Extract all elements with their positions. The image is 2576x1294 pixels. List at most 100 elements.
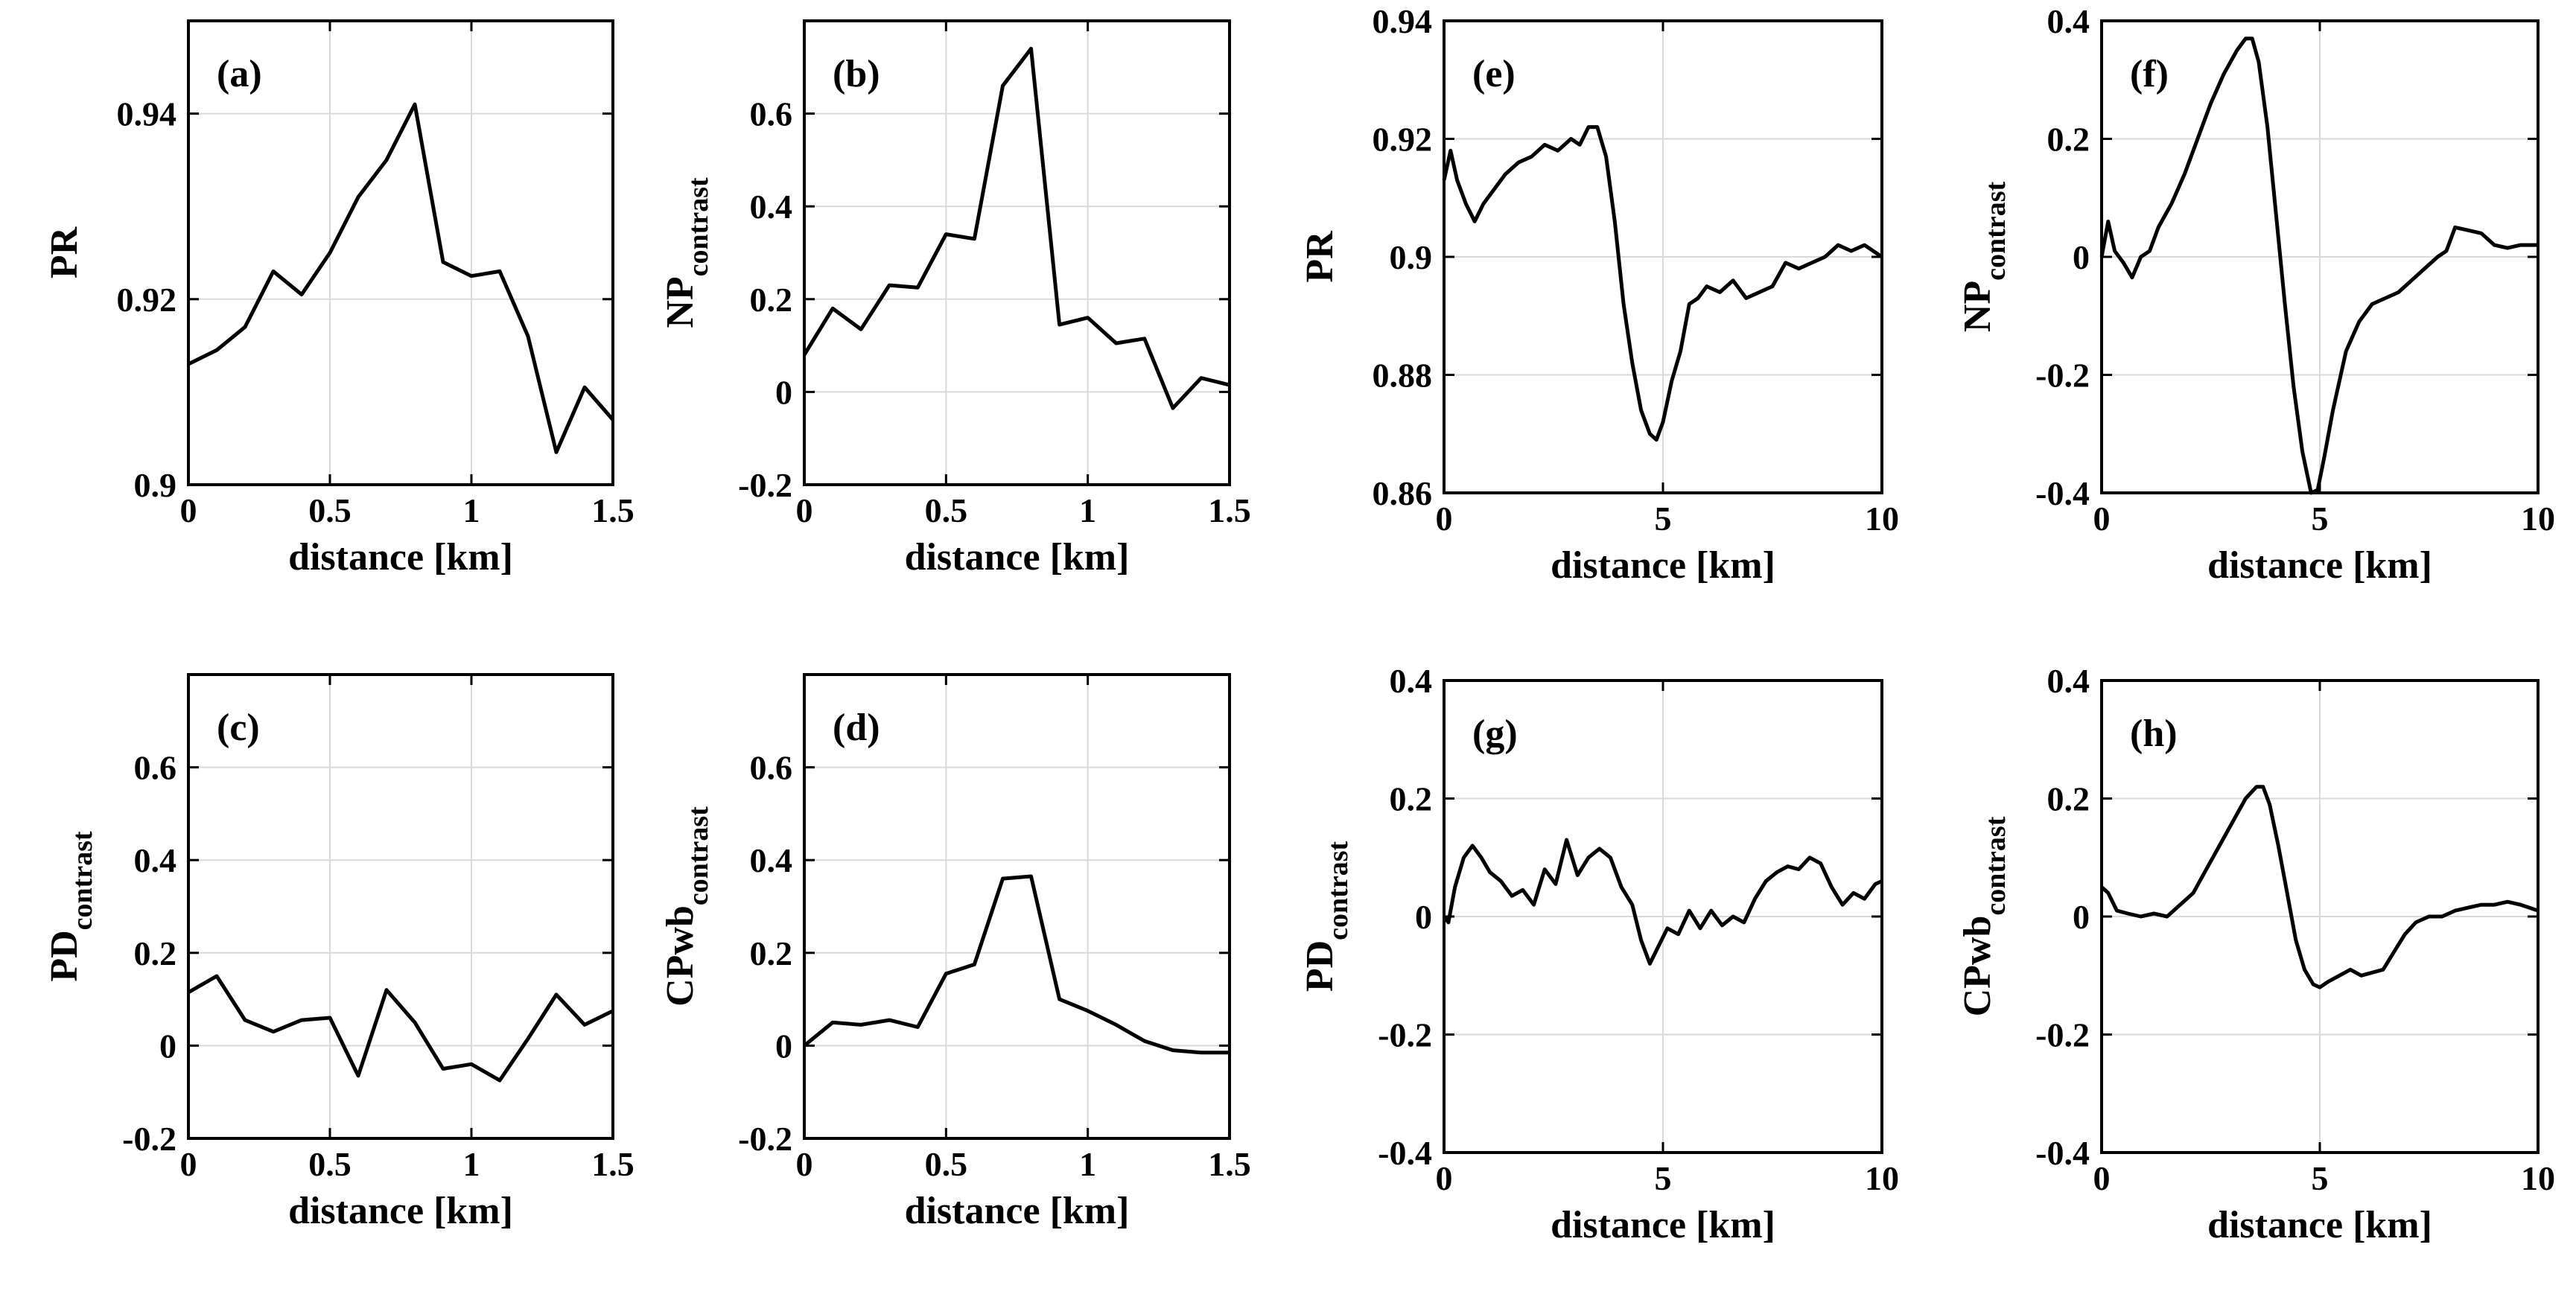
y-tick-label: 0.4 (1390, 662, 1433, 700)
x-tick-label: 5 (1655, 1159, 1672, 1197)
y-axis-title-main: NP (659, 276, 702, 328)
x-tick-label: 1.5 (591, 491, 635, 529)
y-axis-title-main: NP (1956, 281, 1999, 332)
y-tick-label: 0 (2073, 898, 2090, 936)
y-axis-title: PDcontrast (1299, 841, 1354, 992)
y-axis-title: CPwbcontrast (1956, 816, 2011, 1016)
x-axis-title: distance [km] (1551, 544, 1775, 587)
x-tick-label: 1 (1079, 1145, 1096, 1183)
series-line-f (2099, 36, 2538, 495)
y-axis-title: PDcontrast (43, 831, 98, 982)
x-tick-label: 0.5 (308, 1145, 352, 1183)
panel-tag: (b) (833, 53, 880, 95)
x-tick-label: 1.5 (1208, 1145, 1251, 1183)
y-tick-label: 0.92 (117, 281, 177, 319)
y-axis-title-main: PR (1299, 230, 1341, 283)
y-axis-title: CPwbcontrast (659, 806, 714, 1007)
y-tick-label: 0.9 (1390, 238, 1433, 276)
panel-tag: (e) (1472, 53, 1516, 95)
axes-frame (803, 19, 1231, 486)
panel-tag: (h) (2130, 713, 2178, 755)
x-tick-label: 0.5 (308, 491, 352, 529)
x-tick-label: 1 (463, 491, 480, 529)
x-axis-title: distance [km] (905, 1190, 1130, 1232)
x-tick-label: 0 (796, 491, 813, 529)
y-tick-label: 0.2 (2047, 780, 2090, 818)
y-tick-label: 0.4 (2047, 2, 2090, 40)
x-tick-label: 0 (180, 1145, 197, 1183)
axes-frame (187, 19, 614, 486)
x-tick-label: 1 (463, 1145, 480, 1183)
axes-frame (803, 673, 1231, 1140)
y-tick-label: 0.2 (134, 934, 177, 972)
y-axis-title-subscript: contrast (1980, 816, 2011, 915)
y-axis-title: PR (43, 226, 86, 278)
x-tick-label: 0.5 (925, 1145, 968, 1183)
x-axis-title: distance [km] (2207, 1204, 2432, 1246)
y-tick-label: -0.2 (1378, 1016, 1432, 1054)
y-tick-label: 0 (159, 1027, 176, 1065)
y-axis-title-main: CPwb (659, 905, 702, 1007)
y-axis-title-main: CPwb (1956, 916, 1999, 1017)
x-tick-label: 1.5 (1208, 491, 1251, 529)
y-tick-label: 0.4 (134, 841, 177, 879)
panel-tag: (g) (1472, 713, 1518, 755)
panel-a: 0 0.5 1 1.5 0.9 0.92 0.94 distance [km] PR (a) (43, 19, 635, 579)
series-line-g (1442, 838, 1883, 966)
x-tick-label: 0 (180, 491, 197, 529)
x-tick-label: 1 (1079, 491, 1096, 529)
y-axis-title-subscript: contrast (1323, 841, 1354, 940)
y-tick-label: 0.6 (750, 95, 793, 133)
y-tick-label: 0.2 (2047, 121, 2090, 159)
y-tick-label: 0.4 (2047, 662, 2090, 700)
x-tick-label: 0 (1436, 500, 1453, 538)
y-axis-title: PR (1299, 230, 1341, 283)
axes-frame (187, 673, 614, 1140)
y-tick-label: -0.4 (1378, 1134, 1432, 1172)
y-tick-label: -0.2 (2035, 357, 2090, 395)
x-tick-label: 10 (2521, 500, 2555, 538)
x-tick-label: 10 (1865, 1159, 1899, 1197)
panel-tag: (f) (2130, 53, 2169, 95)
x-tick-label: 0 (796, 1145, 813, 1183)
panel-tag: (a) (217, 53, 262, 95)
x-tick-label: 0.5 (925, 491, 968, 529)
y-axis-title-subscript: contrast (67, 831, 98, 930)
y-tick-label: 0.94 (117, 95, 177, 133)
panel-g: 0 5 10 -0.4 -0.2 0 0.2 0.4 distance [km] PDcontra… (1299, 662, 1899, 1246)
series-line-c (187, 974, 614, 1083)
y-axis-title-main: PD (1299, 940, 1341, 992)
x-axis-title: distance [km] (1551, 1204, 1775, 1246)
y-axis-title-subscript: contrast (683, 177, 714, 276)
x-tick-label: 0 (2093, 1159, 2111, 1197)
y-tick-label: 0 (775, 1027, 792, 1065)
y-tick-label: -0.2 (122, 1120, 176, 1158)
x-tick-label: 1.5 (591, 1145, 635, 1183)
y-tick-label: 0 (2073, 238, 2090, 276)
y-tick-label: 0.88 (1373, 357, 1433, 395)
y-tick-label: 0.86 (1373, 474, 1433, 512)
series-line-h (2100, 785, 2539, 989)
series-line-d (803, 874, 1230, 1055)
y-tick-label: -0.2 (738, 1120, 792, 1158)
y-tick-label: 0 (775, 373, 792, 411)
y-tick-label: 0.92 (1373, 121, 1433, 159)
x-tick-label: 5 (1655, 500, 1672, 538)
y-tick-label: 0.4 (750, 188, 793, 226)
y-axis-title-subscript: contrast (683, 806, 714, 905)
series-line-a (187, 102, 614, 454)
x-axis-title: distance [km] (2207, 544, 2432, 587)
series-line-b (802, 46, 1230, 410)
y-axis-title-subscript: contrast (1980, 182, 2011, 281)
panel-tag: (d) (833, 707, 880, 749)
y-tick-label: -0.2 (738, 466, 792, 504)
x-axis-title: distance [km] (905, 536, 1130, 579)
x-tick-label: 0 (2093, 500, 2111, 538)
y-axis-title: NPcontrast (1956, 182, 2011, 333)
y-axis-title: NPcontrast (659, 177, 714, 328)
y-tick-label: 0.2 (750, 281, 793, 319)
